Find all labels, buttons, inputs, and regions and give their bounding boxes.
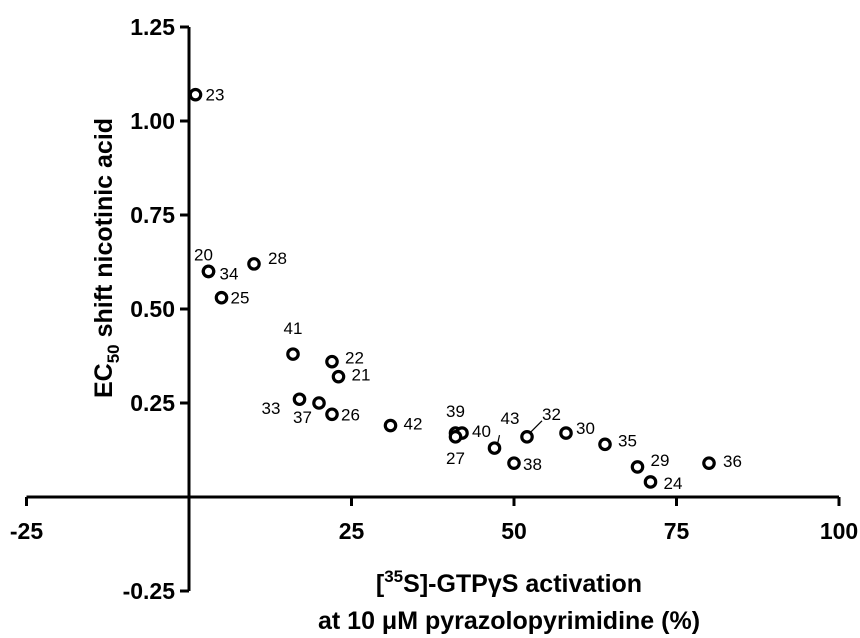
data-point-22 [325, 354, 339, 369]
x-tick-label: 50 [501, 518, 527, 544]
data-point-35 [598, 437, 612, 452]
y-tick-label: 1.25 [130, 14, 175, 40]
point-label-22: 22 [345, 349, 364, 368]
point-label-40: 40 [472, 422, 491, 441]
point-label-24: 24 [664, 474, 683, 493]
y-axis-title: EC50 shift nicotinic acid [90, 118, 123, 398]
point-label-36: 36 [723, 452, 742, 471]
point-label-20: 20 [194, 245, 213, 264]
point-label-38: 38 [523, 455, 542, 474]
data-point-28 [247, 257, 261, 271]
data-points [188, 87, 716, 489]
data-point-24 [643, 475, 658, 489]
data-point-36 [702, 456, 716, 470]
data-point-25 [214, 290, 229, 305]
y-tick-label: 0.50 [130, 296, 175, 322]
point-label-34: 34 [220, 264, 239, 283]
data-point-42 [383, 418, 398, 433]
point-label-29: 29 [651, 451, 670, 470]
data-point-26 [325, 407, 339, 422]
data-point-38 [507, 456, 521, 470]
point-label-25: 25 [231, 289, 250, 308]
axis-titles: EC50 shift nicotinic acid [35S]-GTPγS ac… [90, 118, 700, 635]
point-label-41: 41 [284, 319, 303, 338]
y-tick-label: 1.00 [130, 108, 175, 134]
point-label-26: 26 [341, 405, 360, 424]
x-axis-title-line2: at 10 μM pyrazolopyrimidine (%) [318, 607, 700, 635]
y-tick-label: -0.25 [123, 578, 176, 604]
y-tick-label: 0.75 [130, 202, 175, 228]
point-label-35: 35 [618, 431, 637, 450]
point-label-33: 33 [262, 399, 281, 418]
data-point-21 [331, 369, 346, 384]
point-label-28: 28 [268, 249, 287, 268]
point-label-43: 43 [501, 409, 520, 428]
ticks: -25 25 50 75 100 -0.25 0.25 0.50 0.75 1.00 1.25 [10, 14, 858, 604]
data-point-30 [559, 426, 573, 440]
data-point-32 [520, 430, 534, 444]
data-point-43 [487, 441, 502, 455]
data-point-33 [292, 392, 307, 407]
data-point-41 [286, 347, 300, 361]
point-label-37: 37 [293, 408, 312, 427]
x-tick-label: 100 [820, 518, 858, 544]
point-label-30: 30 [576, 419, 595, 438]
point-label-21: 21 [352, 366, 371, 385]
data-point-34 [201, 264, 216, 279]
x-tick-label: -25 [10, 518, 43, 544]
x-tick-label: 75 [664, 518, 690, 544]
data-point-37 [312, 396, 326, 410]
point-label-27: 27 [446, 449, 465, 468]
point-label-42: 42 [404, 415, 423, 434]
point-label-32: 32 [542, 405, 561, 424]
point-label-39: 39 [446, 402, 465, 421]
point-label-23: 23 [206, 86, 225, 105]
data-point-29 [630, 460, 645, 474]
x-axis-title-line1: [35S]-GTPγS activation [376, 567, 642, 598]
x-tick-label: 25 [339, 518, 365, 544]
data-point-23 [188, 87, 203, 102]
y-tick-label: 0.25 [130, 390, 175, 416]
data-point-27 [448, 430, 463, 444]
leader-line [529, 420, 543, 434]
